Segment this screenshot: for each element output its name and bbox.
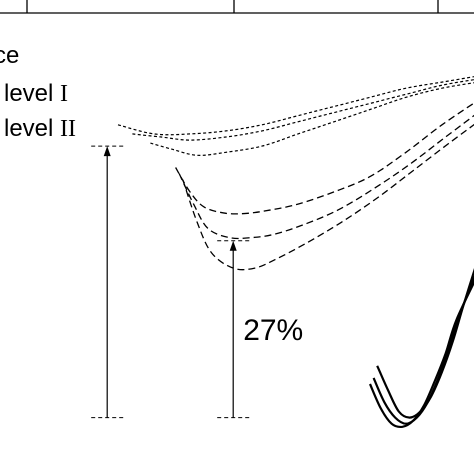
annotation-1-label: 27% [243,314,303,347]
series-line-middle-3 [175,102,474,215]
series-layer [117,76,474,429]
legend-label-1: level I [4,80,68,107]
annotation-0 [91,145,126,419]
series-line-middle-4 [178,114,474,240]
series-line-upper-1 [132,79,474,141]
legend-label-2: level II [4,115,76,142]
series-line-upper-2 [150,82,474,156]
series-line-lower-8 [368,280,474,429]
series-line-upper-0 [117,76,474,136]
annotation-layer: 27% [91,145,303,419]
annotation-0-arrow-head [103,146,111,157]
annotation-1-arrow-head [229,240,237,251]
series-line-middle-5 [182,123,474,271]
series-line-lower-6 [376,267,474,419]
annotation-1: 27% [217,240,303,419]
legend: ce level I level II [0,42,76,142]
series-line-lower-7 [372,275,474,425]
legend-label-0: ce [0,42,19,69]
chart-frame [0,0,474,14]
